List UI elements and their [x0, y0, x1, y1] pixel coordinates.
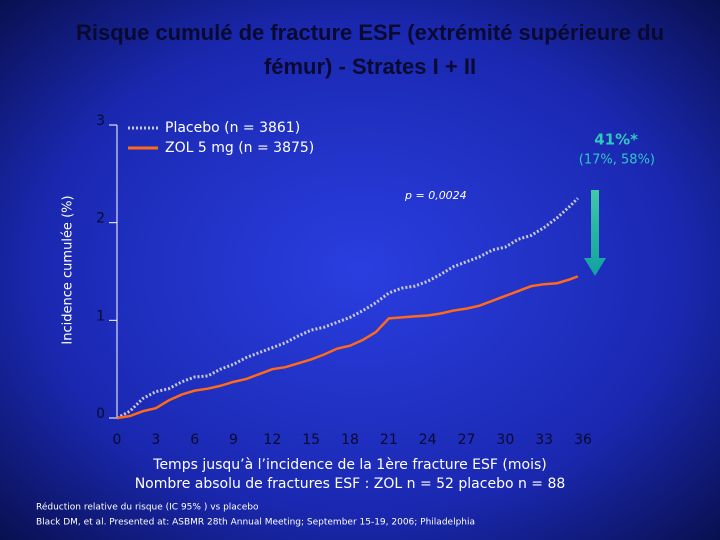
annotation: 41%*: [594, 131, 638, 149]
x-tick-label: 24: [419, 432, 437, 448]
x-tick-label: 15: [302, 432, 320, 448]
y-tick-label: 3: [96, 113, 105, 129]
legend-label: Placebo (n = 3861): [165, 120, 300, 136]
chart-title: Risque cumulé de fracture ESF (extrémité…: [76, 20, 664, 79]
x-tick-label: 21: [380, 432, 398, 448]
reduction-arrow: [584, 190, 606, 276]
y-tick-label: 2: [96, 211, 105, 227]
x-tick-label: 30: [496, 432, 514, 448]
series-line: [116, 275, 579, 420]
x-tick-label: 12: [263, 432, 281, 448]
y-tick-label: 1: [96, 308, 105, 324]
footnote: Black DM, et al. Presented at: ASBMR 28t…: [36, 518, 475, 528]
x-tick-label: 36: [574, 432, 592, 448]
annotation: (17%, 58%): [579, 153, 655, 168]
x-tick-label: 0: [113, 432, 122, 448]
series-line: [116, 197, 579, 420]
x-tick-label: 18: [341, 432, 359, 448]
annotation: p = 0,0024: [404, 189, 467, 202]
y-axis-label: Incidence cumulée (%): [61, 195, 76, 344]
x-tick-label: 27: [458, 432, 476, 448]
x-tick-label: 6: [190, 432, 199, 448]
x-tick-label: 3: [151, 432, 160, 448]
x-tick-label: 9: [229, 432, 238, 448]
legend-label: ZOL 5 mg (n = 3875): [165, 140, 314, 156]
counts-label: Nombre absolu de fractures ESF : ZOL n =…: [135, 476, 566, 492]
x-tick-label: 33: [535, 432, 553, 448]
footnote: Réduction relative du risque (IC 95% ) v…: [36, 502, 259, 513]
x-axis-label: Temps jusqu’à l’incidence de la 1ère fra…: [152, 457, 546, 473]
y-tick-label: 0: [96, 406, 105, 422]
